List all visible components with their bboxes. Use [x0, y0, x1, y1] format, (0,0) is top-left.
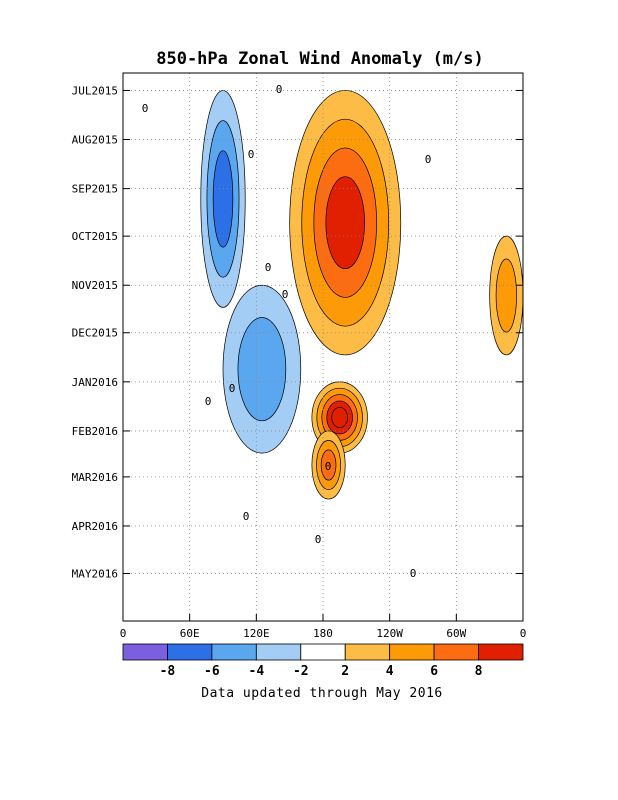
- anomaly-contour: [237, 317, 287, 422]
- colorbar-swatch: [433, 643, 479, 661]
- colorbar-label: -6: [204, 664, 220, 679]
- x-tick-label: 60E: [180, 627, 200, 640]
- colorbar-label: -4: [249, 664, 265, 679]
- contour-zero-label: 0: [229, 382, 236, 395]
- y-tick-label: OCT2015: [72, 230, 118, 243]
- contour-zero-label: 0: [142, 102, 149, 115]
- colorbar-swatch: [211, 643, 257, 661]
- colorbar-label: 6: [430, 664, 438, 679]
- y-tick-label: FEB2016: [72, 425, 118, 438]
- contour-zero-label: 0: [276, 83, 283, 96]
- anomaly-contour: [212, 150, 234, 248]
- y-tick-label: DEC2015: [72, 327, 118, 340]
- colorbar-swatch: [344, 643, 391, 661]
- anomaly-contour: [325, 176, 365, 270]
- contour-zero-label: 0: [265, 261, 272, 274]
- x-tick-label: 120E: [243, 627, 270, 640]
- colorbar-swatch: [255, 643, 302, 661]
- y-axis: JUL2015 AUG2015 SEP2015 OCT2015 NOV2015 DEC20…: [72, 84, 523, 580]
- y-tick-label: NOV2015: [72, 279, 118, 292]
- colorbar: -8 -6 -4 -2 2 4 6 8: [122, 643, 524, 679]
- x-axis: 0 60E 120E 180 120W 60W 0: [120, 614, 527, 640]
- y-tick-label: JAN2016: [72, 376, 118, 389]
- anomaly-contour: [320, 449, 337, 481]
- zero-contour-labels: 0 0 0 0 0 0 0 0 0 0 0 0: [142, 83, 432, 580]
- contour-zero-label: 0: [425, 153, 432, 166]
- y-tick-label: MAY2016: [72, 567, 118, 580]
- contour-zero-label: 0: [410, 567, 417, 580]
- contour-zero-label: 0: [205, 395, 212, 408]
- colorbar-label: 8: [475, 664, 483, 679]
- x-tick-label: 120W: [376, 627, 403, 640]
- grid-lines: [123, 73, 523, 621]
- colorbar-swatch: [122, 643, 168, 661]
- colorbar-swatch: [300, 643, 346, 661]
- contour-zero-label: 0: [315, 533, 322, 546]
- anomaly-contour: [495, 258, 517, 333]
- x-tick-label: 60W: [446, 627, 466, 640]
- footer-note: Data updated through May 2016: [201, 686, 442, 701]
- x-tick-label: 0: [120, 627, 127, 640]
- colorbar-label: 4: [386, 664, 394, 679]
- y-tick-label: APR2016: [72, 520, 118, 533]
- colorbar-label: -2: [293, 664, 309, 679]
- x-tick-label: 0: [520, 627, 527, 640]
- colorbar-label: 2: [341, 664, 349, 679]
- colorbar-swatch: [389, 643, 435, 661]
- colorbar-swatch: [167, 643, 213, 661]
- contour-zero-label: 0: [243, 510, 250, 523]
- y-tick-label: AUG2015: [72, 134, 118, 147]
- chart-title: 850-hPa Zonal Wind Anomaly (m/s): [156, 49, 484, 69]
- colorbar-swatch: [478, 643, 524, 661]
- contour-zero-label: 0: [248, 148, 255, 161]
- y-tick-label: MAR2016: [72, 471, 118, 484]
- anomaly-field: [200, 90, 523, 500]
- anomaly-contour: [331, 406, 348, 429]
- contour-zero-label: 0: [282, 288, 289, 301]
- x-tick-label: 180: [313, 627, 333, 640]
- colorbar-label: -8: [160, 664, 176, 679]
- y-tick-label: JUL2015: [72, 84, 118, 97]
- y-tick-label: SEP2015: [72, 183, 118, 196]
- contour-zero-label: 0: [325, 460, 332, 473]
